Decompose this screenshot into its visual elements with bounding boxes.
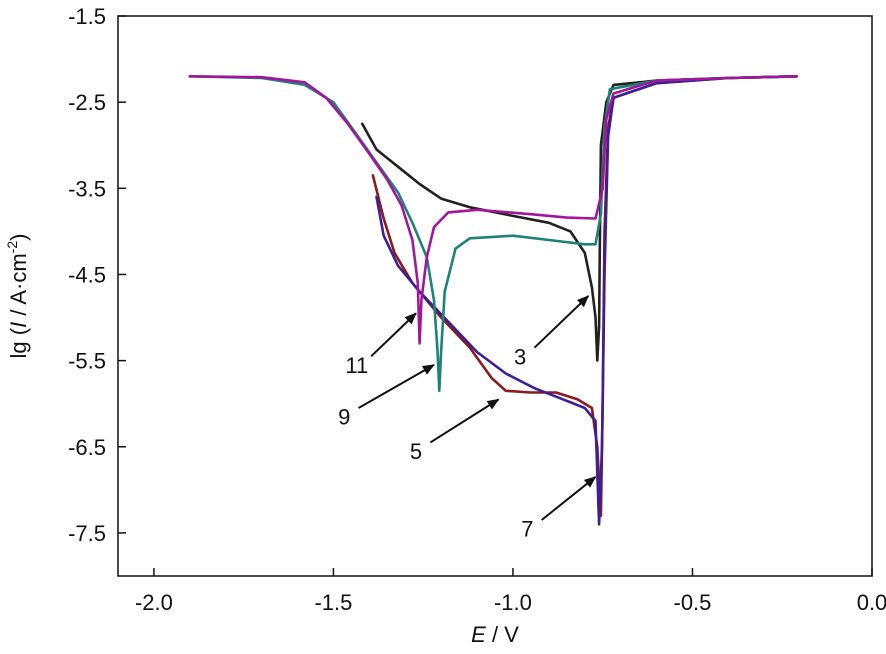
- y-axis-exponent: -2: [4, 241, 20, 254]
- y-axis-suffix: ): [6, 234, 31, 241]
- x-axis-unit: / V: [486, 622, 519, 647]
- x-axis-title: E / V: [471, 622, 519, 647]
- x-tick-label: -1.5: [314, 590, 352, 615]
- x-tick-label: -2.0: [135, 590, 173, 615]
- y-tick-label: -6.5: [68, 435, 106, 460]
- series-line-5: [371, 75, 798, 517]
- x-tick-label: 0.0: [857, 590, 886, 615]
- y-tick-label: -1.5: [68, 4, 106, 29]
- y-axis-symbol: I: [6, 322, 31, 328]
- annotation-layer: 11 9 5 3 7: [338, 295, 597, 542]
- series-line-9: [188, 75, 798, 393]
- y-tick-label: -5.5: [68, 349, 106, 374]
- x-axis-symbol: E: [471, 622, 486, 647]
- annotation-label-7: 7: [521, 517, 533, 542]
- plot-frame: [117, 15, 873, 577]
- annotation-label-11: 11: [345, 353, 368, 378]
- annotation-arrow-7: [541, 476, 597, 521]
- series-line-11: [188, 75, 798, 345]
- x-axis-ticks: -2.0 -1.5 -1.0 -0.5 0.0: [135, 568, 886, 615]
- series-layer: [188, 75, 798, 526]
- annotation-arrow-5: [429, 398, 500, 444]
- series-line-7: [375, 75, 798, 526]
- x-tick-label: -1.0: [494, 590, 532, 615]
- annotation-arrow-11: [370, 312, 417, 358]
- series-line-3: [360, 75, 798, 362]
- annotation-label-5: 5: [410, 439, 422, 464]
- y-tick-label: -4.5: [68, 262, 106, 287]
- y-axis-title: lg (I / A·cm-2): [4, 234, 31, 359]
- annotation-label-9: 9: [338, 405, 350, 430]
- y-axis-unit: / A·cm: [6, 253, 31, 321]
- y-tick-label: -2.5: [68, 90, 106, 115]
- y-axis-ticks: -1.5 -2.5 -3.5 -4.5 -5.5 -6.5 -7.5: [68, 4, 126, 546]
- annotation-arrow-3: [533, 295, 590, 349]
- x-tick-label: -0.5: [674, 590, 712, 615]
- y-tick-label: -3.5: [68, 176, 106, 201]
- y-axis-prefix: lg (: [6, 327, 31, 358]
- annotation-arrow-9: [358, 364, 435, 409]
- annotation-label-3: 3: [514, 344, 526, 369]
- y-tick-label: -7.5: [68, 521, 106, 546]
